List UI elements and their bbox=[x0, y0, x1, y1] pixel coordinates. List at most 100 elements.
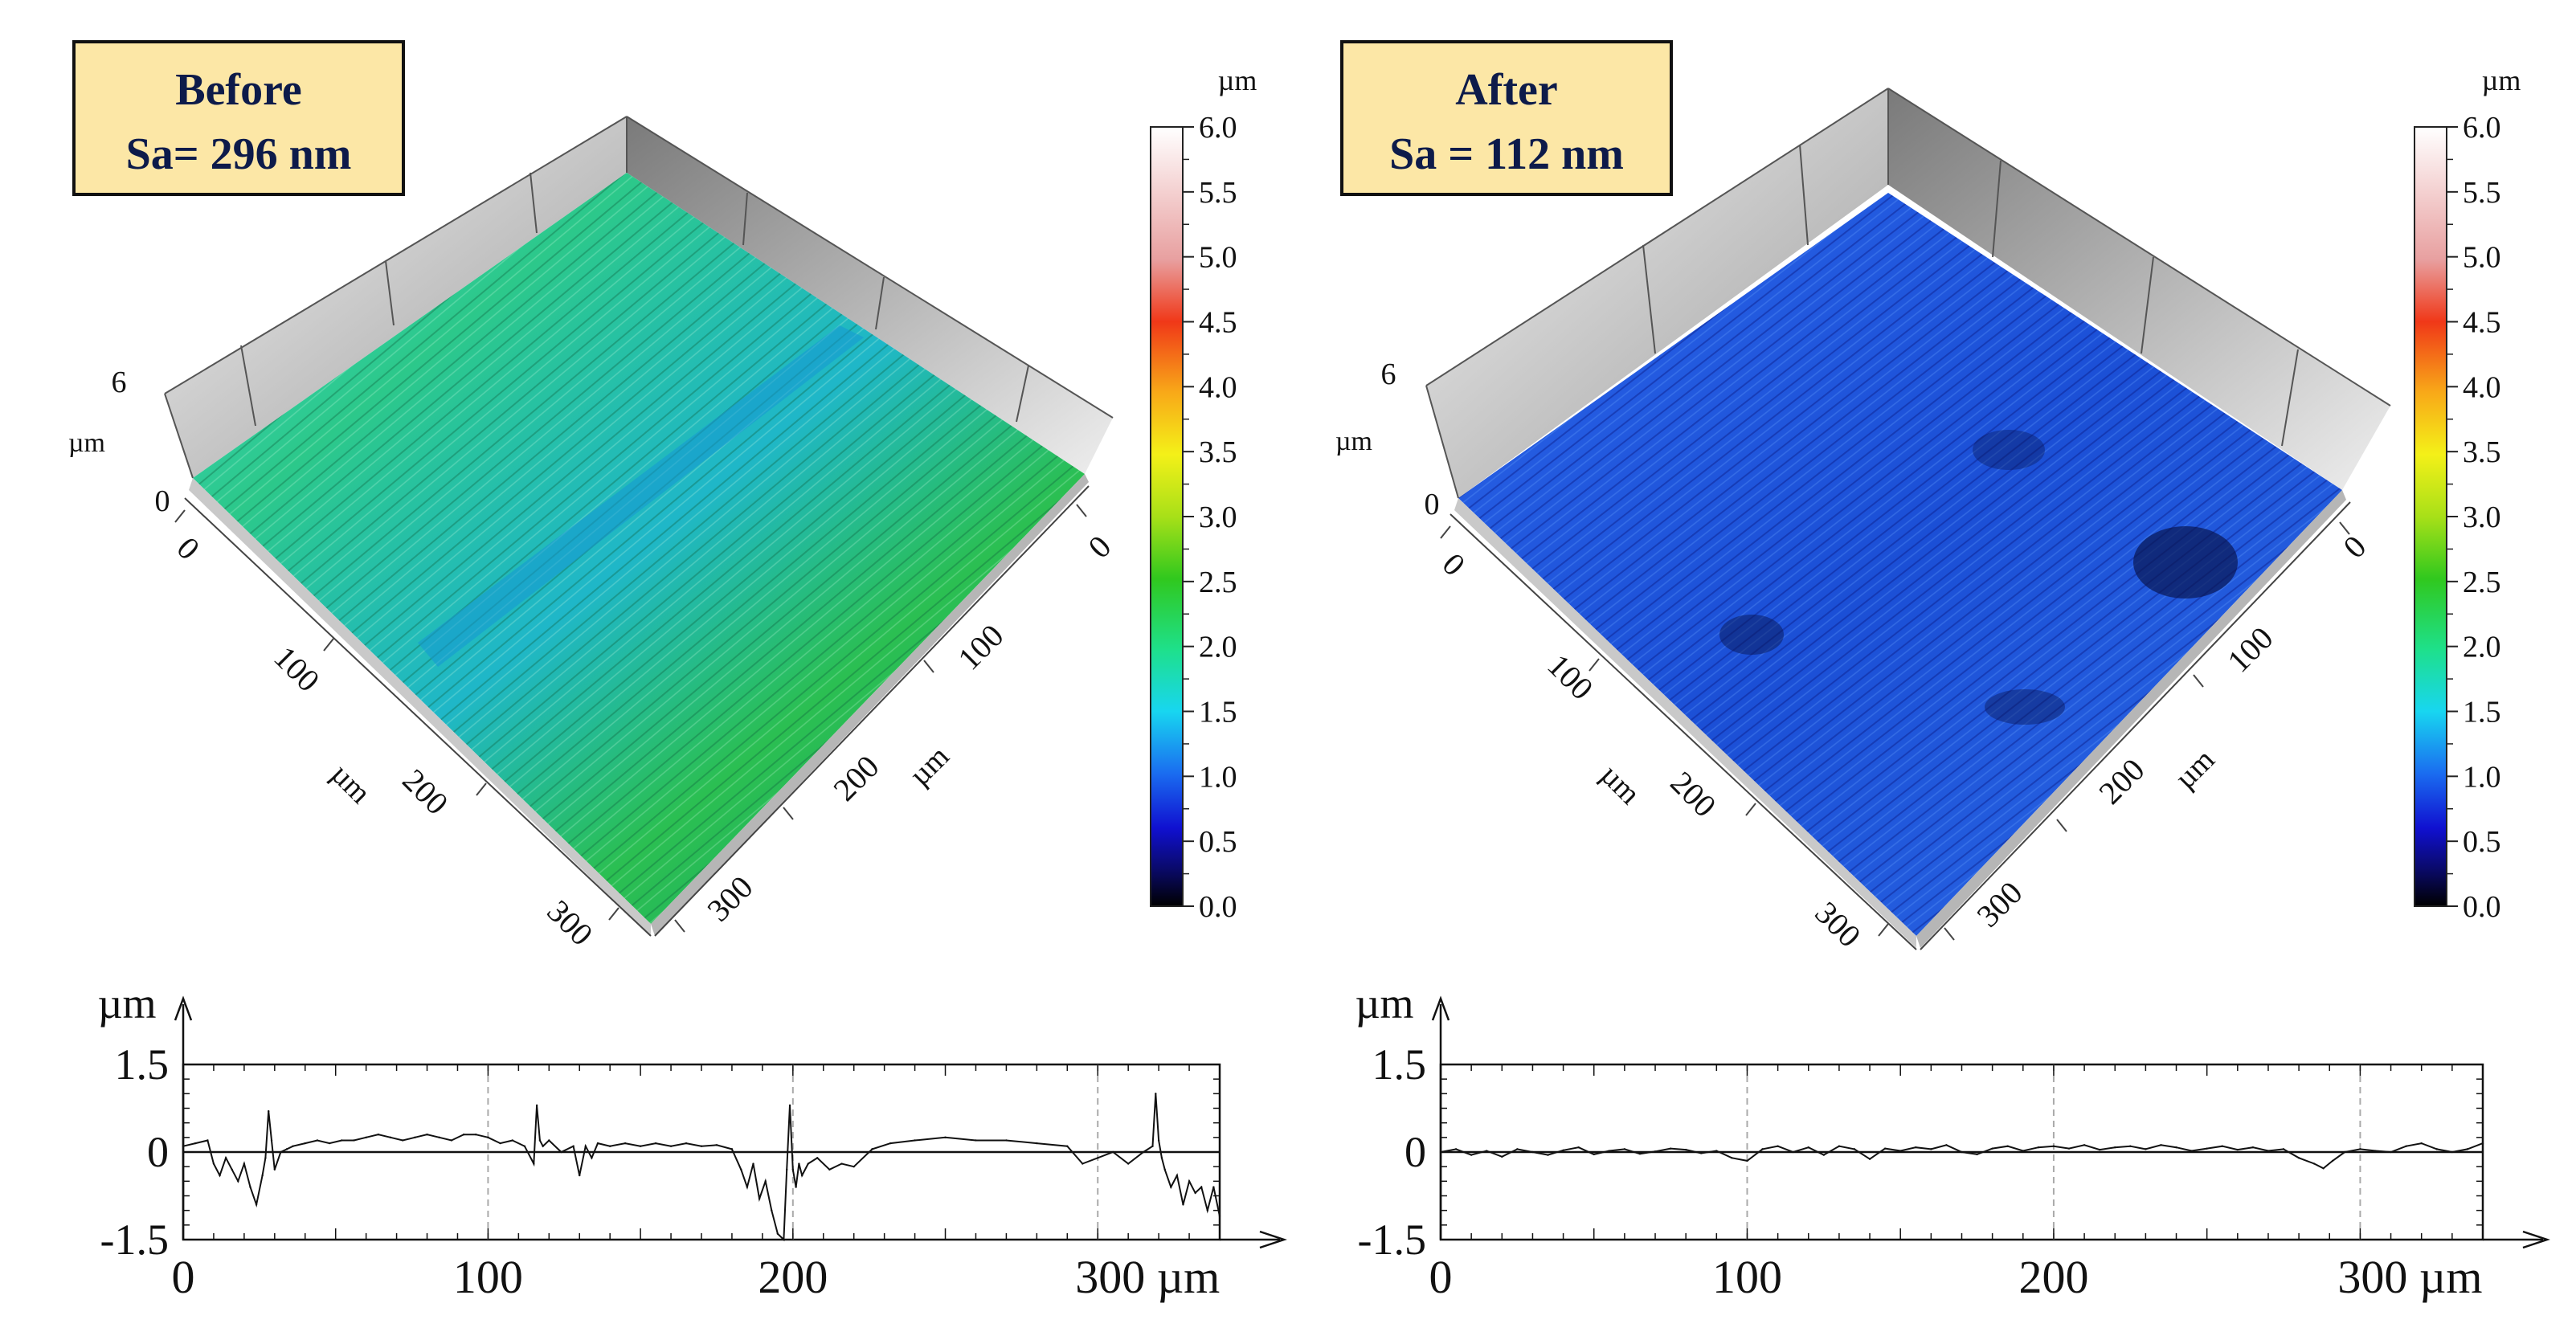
profile-point bbox=[944, 1136, 947, 1139]
before-label-line1: Before bbox=[175, 65, 302, 115]
profile-point bbox=[2160, 1144, 2162, 1146]
y-axis-arrow bbox=[174, 995, 193, 1021]
profile-point bbox=[462, 1134, 465, 1136]
profile-point bbox=[511, 1139, 513, 1142]
profile-point bbox=[1142, 1150, 1145, 1154]
profile-point bbox=[1206, 1209, 1209, 1211]
profile-point bbox=[700, 1145, 703, 1147]
profile-point bbox=[2451, 1150, 2454, 1154]
profile-point bbox=[438, 1136, 440, 1139]
profile-line bbox=[182, 1093, 1221, 1242]
profile-point bbox=[1976, 1153, 1978, 1156]
profile-point bbox=[255, 1203, 258, 1206]
before-surface-side bbox=[189, 478, 651, 936]
profile-point bbox=[1163, 1168, 1166, 1171]
profile-point bbox=[1945, 1144, 1948, 1146]
before-back-wall-left bbox=[165, 116, 627, 478]
profile-point bbox=[414, 1136, 416, 1139]
y-tick-label: -1.5 bbox=[1358, 1216, 1426, 1264]
profile-point bbox=[715, 1144, 718, 1146]
colorbar-tick-label: 3.0 bbox=[2463, 501, 2501, 534]
profile-point bbox=[1807, 1146, 1809, 1149]
profile-point bbox=[2359, 1148, 2361, 1150]
x-axis-arrow bbox=[2522, 1230, 2550, 1249]
profile-point bbox=[1593, 1153, 1595, 1156]
x-tick-label: 200 bbox=[2018, 1251, 2088, 1303]
y-axis-label: µm bbox=[97, 979, 156, 1028]
before-y-tick-300: 300 bbox=[540, 893, 599, 952]
profile-point bbox=[1715, 1150, 1718, 1152]
profile-point bbox=[795, 1186, 797, 1188]
profile-point bbox=[914, 1139, 916, 1142]
profile-point bbox=[194, 1142, 197, 1145]
after-y-tick-200: 200 bbox=[1663, 764, 1723, 823]
profile-point bbox=[1160, 1157, 1163, 1159]
profile-point bbox=[560, 1150, 562, 1154]
profile-point bbox=[624, 1142, 627, 1145]
profile-point bbox=[1731, 1157, 1733, 1159]
profile-point bbox=[2297, 1157, 2300, 1159]
profile-point bbox=[871, 1148, 873, 1150]
profile-point bbox=[1777, 1145, 1779, 1147]
before-3d-panel: 6 µm 0 0 100 µm 200 300 0 100 200 µm 300… bbox=[68, 40, 1118, 953]
profile-point bbox=[224, 1157, 227, 1159]
profile-point bbox=[579, 1174, 581, 1177]
after-z-tick-bottom: 0 bbox=[1425, 488, 1440, 521]
profile-point bbox=[752, 1162, 754, 1165]
profile-point bbox=[1761, 1148, 1764, 1150]
profile-point bbox=[285, 1148, 288, 1150]
profile-point bbox=[584, 1145, 587, 1147]
profile-point bbox=[548, 1139, 550, 1142]
profile-point bbox=[1157, 1139, 1160, 1142]
profile-point bbox=[2374, 1150, 2377, 1152]
profile-point bbox=[1005, 1139, 1008, 1142]
profile-point bbox=[261, 1174, 264, 1177]
profile-point bbox=[2322, 1167, 2325, 1170]
profile-point bbox=[270, 1139, 273, 1142]
profile-point bbox=[2331, 1159, 2334, 1162]
profile-point bbox=[206, 1139, 209, 1142]
profile-point bbox=[1792, 1150, 1794, 1154]
profile-point bbox=[1838, 1145, 1841, 1147]
colorbar-tick-label: 4.5 bbox=[2463, 306, 2501, 340]
after-surface-pit-1 bbox=[2133, 526, 2238, 599]
profile-point bbox=[807, 1162, 809, 1165]
profile-point bbox=[654, 1142, 657, 1145]
y-tick-label: -1.5 bbox=[100, 1216, 169, 1264]
after-y-unit: µm bbox=[1593, 758, 1646, 811]
profile-point bbox=[1961, 1150, 1963, 1154]
profile-point bbox=[2206, 1147, 2208, 1150]
profile-point bbox=[758, 1197, 761, 1200]
profile-point bbox=[2129, 1145, 2132, 1147]
before-z-tick-top: 6 bbox=[112, 366, 127, 399]
profile-point bbox=[1531, 1150, 1534, 1154]
profile-point bbox=[669, 1145, 673, 1147]
after-z-unit: µm bbox=[1335, 427, 1372, 456]
profile-point bbox=[450, 1139, 453, 1142]
profile-point bbox=[1547, 1154, 1549, 1156]
after-label-line1: After bbox=[1455, 65, 1557, 115]
after-3d-panel: 6 µm 0 0 100 µm 200 300 0 100 200 µm 300… bbox=[1335, 40, 2391, 954]
after-label-box bbox=[1340, 40, 1673, 196]
profile-point bbox=[1608, 1150, 1611, 1152]
profile-point bbox=[487, 1136, 489, 1139]
after-back-wall-right bbox=[1888, 88, 2390, 490]
profile-point bbox=[1066, 1145, 1069, 1147]
profile-point bbox=[219, 1174, 221, 1177]
profile-point bbox=[798, 1162, 800, 1165]
profile-point bbox=[2344, 1150, 2346, 1154]
before-label-line2: Sa= 296 nm bbox=[126, 129, 352, 179]
before-surface-texture bbox=[193, 173, 1085, 924]
profile-point bbox=[1822, 1154, 1826, 1156]
profile-point bbox=[1700, 1152, 1703, 1154]
colorbar-tick-label: 0.5 bbox=[1199, 825, 1237, 859]
profile-point bbox=[1176, 1174, 1179, 1177]
profile-point bbox=[1470, 1154, 1473, 1156]
colorbar-tick-label: 5.5 bbox=[1199, 176, 1237, 210]
colorbar-tick-label: 6.0 bbox=[1199, 111, 1237, 145]
profile-point bbox=[2145, 1148, 2147, 1150]
profile-point bbox=[328, 1142, 331, 1145]
x-tick-label: 200 bbox=[758, 1251, 828, 1303]
colorbar-tick-label: 0.0 bbox=[2463, 890, 2501, 924]
profile-point bbox=[1501, 1155, 1503, 1158]
